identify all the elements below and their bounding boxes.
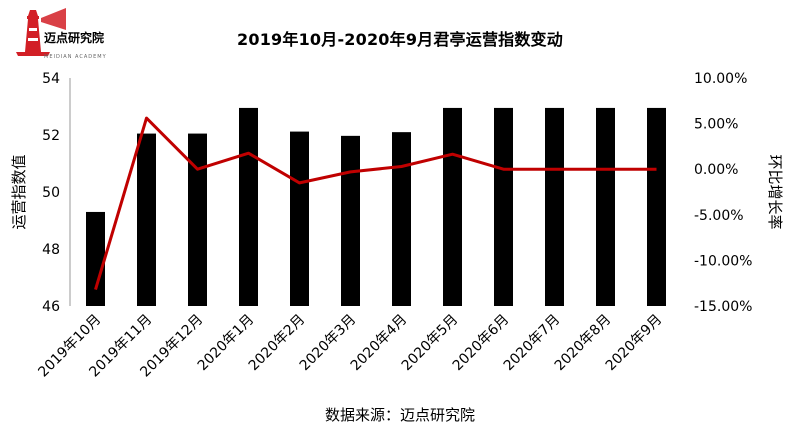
right-tick-label: -5.00% [694, 208, 744, 224]
bar-7 [392, 132, 411, 306]
bar-5 [290, 131, 309, 306]
bar-11 [596, 107, 615, 306]
growth-rate-line [94, 116, 657, 291]
right-tick-label: 0.00% [694, 162, 738, 178]
bar-1 [86, 211, 105, 306]
lighthouse-icon [16, 8, 66, 56]
bar-2 [137, 133, 156, 306]
source-note: 数据来源：迈点研究院 [324, 406, 475, 424]
bar-12 [647, 107, 666, 306]
left-tick-label: 48 [42, 242, 60, 258]
logo-text: 迈点研究院 [44, 30, 104, 45]
right-tick-label: 5.00% [694, 117, 738, 133]
chart-title: 2019年10月-2020年9月君亭运营指数变动 [237, 30, 563, 49]
left-tick-label: 50 [42, 185, 60, 201]
meidian-logo: 迈点研究院 MEIDIAN ACADEMY [16, 8, 107, 60]
bar-3 [188, 133, 207, 306]
right-axis-title: 环比增长率 [766, 154, 784, 229]
bar-6 [341, 135, 360, 306]
logo-subtext: MEIDIAN ACADEMY [44, 54, 107, 60]
bar-4 [239, 107, 258, 306]
bar-9 [494, 107, 513, 306]
left-axis-title: 运营指数值 [10, 154, 28, 229]
right-tick-label: 10.00% [694, 71, 747, 87]
bar-8 [443, 107, 462, 306]
bar-10 [545, 107, 564, 306]
left-tick-label: 52 [42, 128, 60, 144]
right-tick-label: -15.00% [694, 299, 752, 315]
right-tick-label: -10.00% [694, 253, 752, 269]
left-tick-label: 46 [42, 299, 60, 315]
left-tick-label: 54 [42, 71, 60, 87]
